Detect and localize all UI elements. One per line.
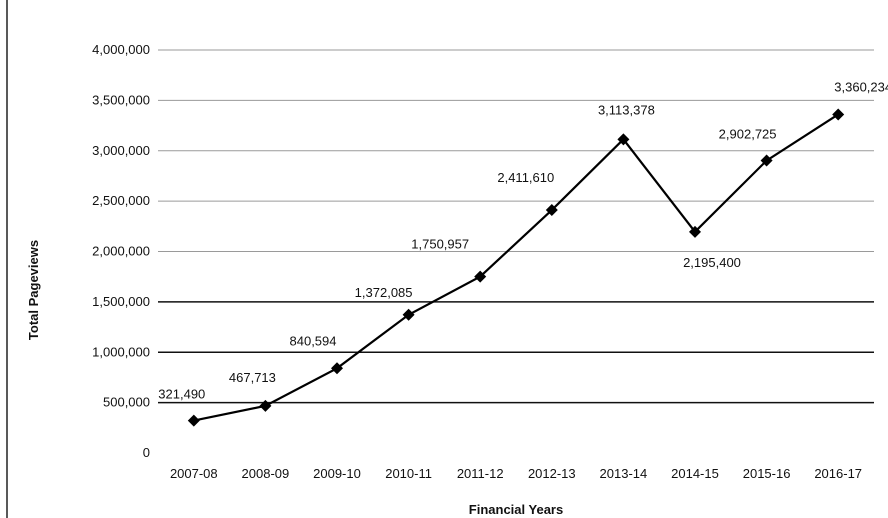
data-point-marker [689, 225, 701, 238]
x-tick-label: 2008-09 [242, 466, 290, 481]
data-label: 840,594 [290, 333, 337, 348]
data-label: 3,360,234 [834, 79, 888, 94]
y-tick-label: 3,000,000 [92, 143, 150, 158]
y-tick-label: 1,000,000 [92, 344, 150, 359]
data-point-marker [331, 362, 343, 375]
grid-lines [158, 49, 874, 404]
x-tick-label: 2016-17 [814, 466, 862, 481]
data-labels: 321,490 467,713 840,594 1,372,085 1,750,957 2… [158, 79, 888, 401]
data-label: 2,902,725 [719, 127, 777, 142]
series-line [193, 113, 839, 422]
data-label: 321,490 [158, 387, 205, 402]
data-point-marker [402, 308, 415, 321]
x-tick-label: 2012-13 [528, 466, 576, 481]
data-label: 3,113,378 [598, 102, 655, 117]
y-tick-label: 1,500,000 [92, 294, 150, 309]
y-axis-title: Total Pageviews [26, 240, 41, 340]
x-tick-label: 2013-14 [600, 466, 648, 481]
data-point-marker [474, 270, 487, 283]
data-label: 467,713 [229, 370, 276, 385]
data-label: 1,372,085 [355, 285, 413, 300]
data-point-marker [259, 399, 272, 412]
x-tick-label: 2007-08 [170, 466, 218, 481]
data-label: 2,195,400 [683, 255, 741, 270]
data-point-marker [760, 154, 773, 167]
x-tick-label: 2014-15 [671, 466, 719, 481]
y-tick-labels: 0 500,000 1,000,000 1,500,000 2,000,000 2,500… [92, 42, 150, 460]
x-axis-title: Financial Years [469, 502, 563, 517]
y-tick-label: 3,500,000 [92, 92, 150, 107]
x-tick-labels: 2007-08 2008-09 2009-10 2010-11 2011-12 2012-… [170, 466, 862, 481]
data-point-marker [545, 204, 558, 217]
data-label: 1,750,957 [411, 237, 469, 252]
x-tick-label: 2015-16 [743, 466, 791, 481]
data-point-marker [617, 133, 630, 146]
data-label: 2,411,610 [497, 170, 554, 185]
x-tick-label: 2011-12 [457, 466, 504, 481]
x-tick-label: 2010-11 [385, 466, 432, 481]
y-tick-label: 500,000 [103, 395, 150, 410]
data-markers [187, 108, 845, 427]
y-tick-label: 4,000,000 [92, 42, 150, 57]
y-tick-label: 2,000,000 [92, 244, 150, 259]
data-point-marker [187, 414, 200, 427]
y-tick-label: 0 [143, 445, 150, 460]
y-tick-label: 2,500,000 [92, 193, 150, 208]
data-point-marker [832, 108, 845, 121]
x-tick-label: 2009-10 [313, 466, 361, 481]
